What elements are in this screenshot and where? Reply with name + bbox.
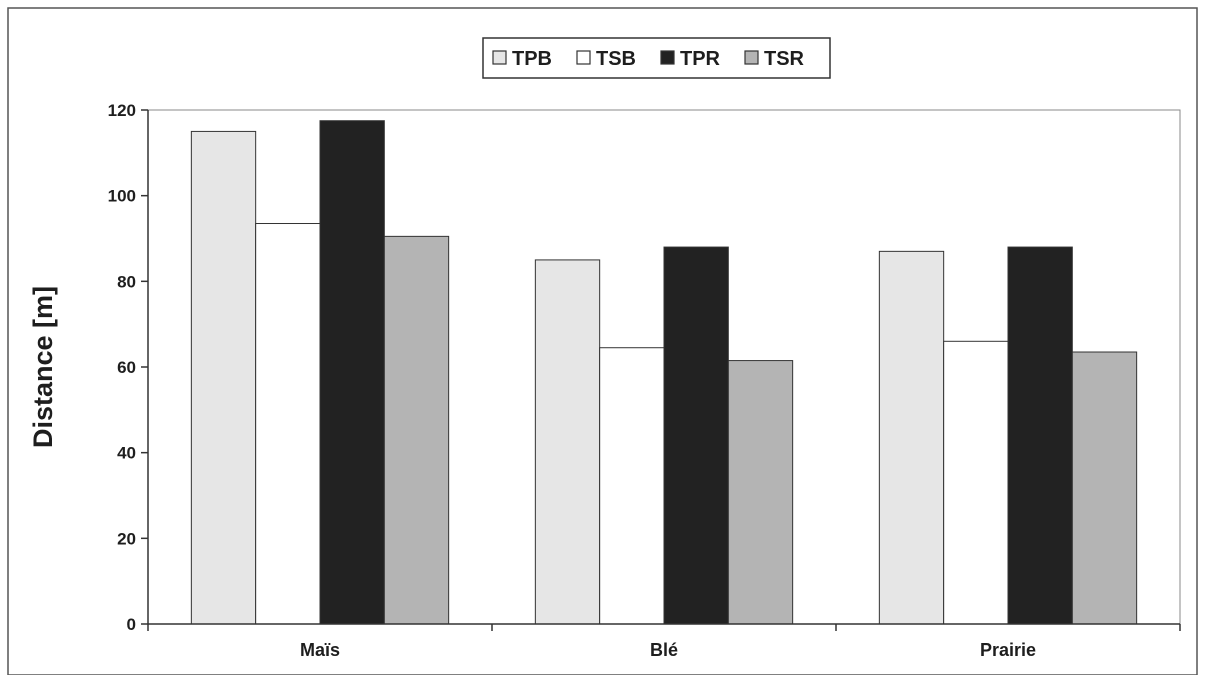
x-tick-label-mais: Maïs [300,640,340,660]
y-tick-label-120: 120 [108,101,136,120]
y-tick-label-40: 40 [117,444,136,463]
bar-tpb-ble [534,259,601,625]
legend-swatch-tsr [744,50,759,65]
y-tick-label-100: 100 [108,187,136,206]
legend-label-tsr: TSR [764,48,805,70]
bar-tpb-mais [190,130,257,625]
legend-label-tpr: TPR [680,48,721,70]
bar-tpb-prairie [878,250,945,625]
bars-group [190,120,1138,625]
axes-group: 0 20 40 60 80 100 120 Maïs Blé Prairie [108,101,1181,660]
legend-box [482,37,831,79]
bar-tsr-prairie [1071,351,1138,625]
legend-label-tsb: TSB [596,48,636,70]
legend-swatch-tsb [576,50,591,65]
legend: TPB TSB TPR TSR [482,37,831,79]
bar-tpr-ble [663,246,729,625]
y-tick-label-20: 20 [117,529,136,548]
bar-tsb-ble [599,347,665,625]
x-tick-label-ble: Blé [650,640,678,660]
x-tick-label-prairie: Prairie [980,640,1036,660]
y-tick-label-80: 80 [117,272,136,291]
bar-tsb-prairie [943,340,1009,625]
y-tick-label-0: 0 [127,615,136,634]
bar-tsr-ble [727,360,794,625]
bar-tsb-mais [255,223,321,625]
bar-tpr-mais [319,120,385,625]
y-tick-label-60: 60 [117,358,136,377]
legend-swatch-tpb [492,50,507,65]
bar-tsr-mais [383,235,450,625]
legend-label-tpb: TPB [512,48,552,70]
legend-swatch-tpr [660,50,675,65]
y-axis-label: Distance [m] [28,286,58,448]
bar-tpr-prairie [1007,246,1073,625]
